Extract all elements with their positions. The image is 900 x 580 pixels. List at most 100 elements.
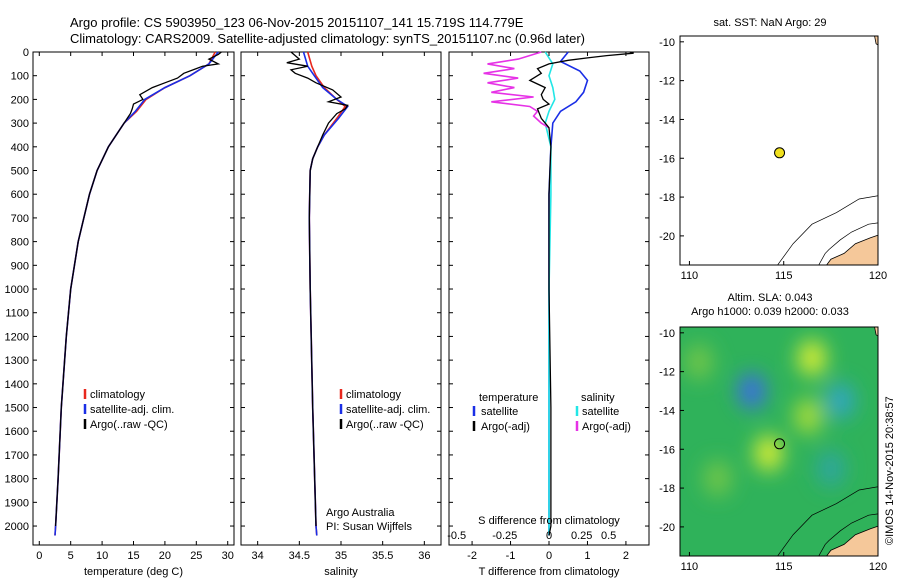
sla-anomaly-blob [737, 373, 766, 410]
sla_map-ytick-label: -16 [659, 444, 675, 456]
salinity-xtick-label: 34.5 [289, 550, 310, 562]
temperature-xtick-label: 20 [159, 550, 171, 562]
salinity-frame [240, 51, 442, 546]
sla-anomaly-field [684, 340, 855, 497]
sst_map-ytick-label: -12 [659, 76, 675, 88]
salinity-annotation: Argo Australia [326, 507, 395, 519]
temperature-xtick-label: 25 [190, 550, 202, 562]
sst_map-ytick-label: -10 [659, 37, 675, 49]
side-stamp: ©IMOS 14-Nov-2015 20:38:57 [884, 396, 896, 545]
sla_map-content [680, 327, 878, 556]
sla-anomaly-blob [798, 340, 826, 377]
temperature-legend-entry: Argo(..raw -QC) [90, 419, 168, 431]
sst_map-content [777, 36, 878, 265]
salinity-annotation: PI: Susan Wijffels [326, 521, 412, 533]
temperature-series-argo-raw-qc- [54, 51, 222, 527]
temperature-xtick-label: 30 [222, 550, 234, 562]
sla-anomaly-blob [816, 450, 845, 487]
sla-anomaly-blob [754, 435, 783, 472]
temperature-xtick-label: 15 [127, 550, 139, 562]
depth-tick-label: 800 [11, 237, 29, 249]
sla_map-ytick-label: -12 [659, 367, 675, 379]
argo-float-marker [774, 147, 786, 159]
depth-tick-label: 200 [11, 94, 29, 106]
depth-tick-label: 100 [11, 71, 29, 83]
sla-anomaly-blob [703, 460, 732, 497]
depth-tick-label: 300 [11, 118, 29, 130]
depth-tick-label: 1900 [5, 497, 29, 509]
sla_map-xtick-label: 110 [681, 561, 699, 573]
diff-legend-salinity-entry: Argo(-adj) [582, 421, 631, 433]
sla-map-title-1: Altim. SLA: 0.043 [728, 292, 813, 304]
temperature-frame [32, 51, 235, 546]
salinity-legend-entry: climatology [346, 389, 402, 401]
difference-xtick-label: 2 [623, 550, 629, 562]
temperature-xtick-label: 5 [68, 550, 74, 562]
sst_map-ytick-label: -14 [659, 114, 675, 126]
diff-x2tick-label: 0.5 [601, 530, 616, 542]
sst_map-ytick-label: -18 [659, 192, 675, 204]
sla_map-ytick-label: -20 [659, 522, 675, 534]
diff-x2label: S difference from climatology [478, 515, 620, 527]
difference-xtick-label: -2 [467, 550, 477, 562]
sst_map-ytick-label: -16 [659, 153, 675, 165]
sla_map-ytick-label: -10 [659, 328, 675, 340]
temperature-xlabel: temperature (deg C) [84, 566, 183, 578]
depth-tick-label: 600 [11, 189, 29, 201]
sla-anomaly-blob [826, 382, 855, 419]
diff-x2tick-label: 0 [546, 530, 552, 542]
diff-x2tick-label: 0.25 [571, 530, 592, 542]
depth-tick-label: 1700 [5, 450, 29, 462]
depth-tick-label: 500 [11, 166, 29, 178]
depth-tick-label: 400 [11, 142, 29, 154]
salinity-xtick-label: 35 [335, 550, 347, 562]
salinity-legend-entry: satellite-adj. clim. [346, 404, 430, 416]
salinity-xlabel: salinity [324, 566, 358, 578]
bathymetry-contour [777, 486, 878, 556]
land-mass [826, 234, 878, 265]
depth-tick-label: 1000 [5, 284, 29, 296]
argo-float-marker [774, 438, 786, 450]
difference-series-t-argo-adj- [528, 51, 634, 536]
difference-xtick-label: 1 [584, 550, 590, 562]
depth-tick-label: 1300 [5, 355, 29, 367]
salinity-xtick-label: 35.5 [372, 550, 393, 562]
sla_map-xtick-label: 120 [869, 561, 887, 573]
header-line-1: Argo profile: CS 5903950_123 06-Nov-2015… [70, 15, 524, 30]
difference-xtick-label: 0 [546, 550, 552, 562]
sla_map-ytick-label: -18 [659, 483, 675, 495]
temperature-xtick-label: 10 [96, 550, 108, 562]
sst-map-title: sat. SST: NaN Argo: 29 [713, 17, 826, 29]
sla-anomaly-blob [684, 343, 713, 380]
temperature-xtick-label: 0 [36, 550, 42, 562]
temperature-legend-entry: satellite-adj. clim. [90, 404, 174, 416]
depth-tick-label: 0 [23, 47, 29, 59]
header-line-2: Climatology: CARS2009. Satellite-adjuste… [70, 31, 585, 46]
difference-xtick-label: -1 [506, 550, 516, 562]
land-island [874, 327, 878, 337]
sst_map-xtick-label: 120 [869, 270, 887, 282]
diff-legend-temperature-entry: Argo(-adj) [481, 421, 530, 433]
bathymetry-contour [777, 195, 878, 265]
salinity-xtick-label: 36 [418, 550, 430, 562]
sst_map-panel: 110 115 120 -10 -12 -14 -16 -18 -20 sat. SST: NaN… [659, 17, 887, 282]
sla-anomaly-blob [794, 398, 823, 435]
depth-tick-label: 700 [11, 213, 29, 225]
diff-x2tick-label: -0.25 [492, 530, 517, 542]
salinity-panel: 34 34.5 35 35.5 36 salinity climatology satelli… [240, 51, 442, 578]
difference-panel: -2 -1 0 1 2T difference from climatology temp… [447, 51, 650, 578]
salinity-legend-entry: Argo(..raw -QC) [346, 419, 424, 431]
diff-legend-temperature-title: temperature [479, 392, 538, 404]
sst_map-frame [679, 35, 879, 266]
sla_map-panel: 110 115 120 -10 -12 -14 -16 -18 -20 Altim. SLA: 0… [659, 292, 887, 573]
sla-map-title-2: Argo h1000: 0.039 h2000: 0.033 [691, 306, 849, 318]
bathymetry-contour [818, 513, 878, 556]
salinity-xtick-label: 34 [252, 550, 264, 562]
sst_map-ytick-label: -20 [659, 231, 675, 243]
diff-legend-temperature-entry: satellite [481, 406, 518, 418]
sla_map-frame [679, 326, 879, 557]
depth-tick-label: 1100 [5, 308, 29, 320]
depth-tick-label: 1600 [5, 426, 29, 438]
salinity-series-argo-raw-qc- [286, 51, 349, 527]
